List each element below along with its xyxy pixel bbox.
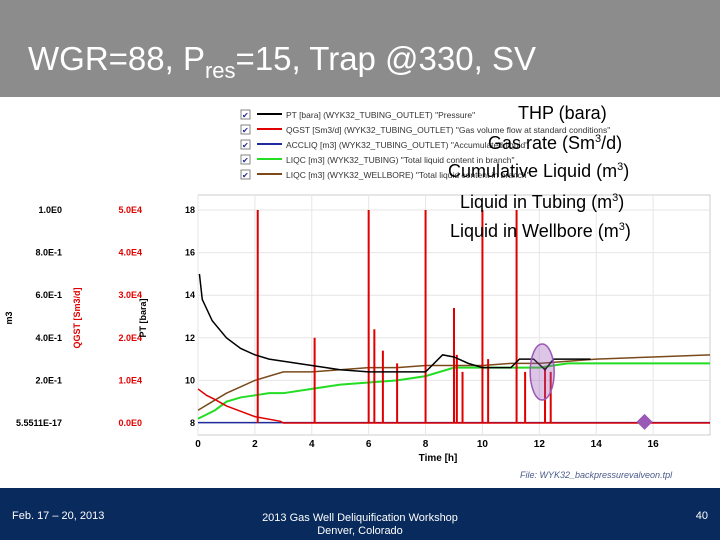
x-tick-label: 14: [591, 439, 603, 450]
footer-date: Feb. 17 – 20, 2013: [12, 510, 105, 522]
file-caption: File: WYK32_backpressurevalveon.tpl: [520, 470, 673, 480]
y-tick-label: 8: [190, 418, 195, 428]
y-tick-label: 1.0E0: [38, 205, 62, 215]
callout-liquid-tubing: Liquid in Tubing (m3): [460, 192, 625, 212]
legend-label: LIQC [m3] (WYK32_WELLBORE) "Total liquid…: [286, 170, 530, 180]
highlight-ellipse: [529, 343, 555, 401]
y-axis-label-m3: m3: [4, 311, 14, 324]
y-tick-label: 10: [185, 375, 195, 385]
y-tick-label: 12: [185, 333, 195, 343]
x-tick-label: 12: [534, 439, 546, 450]
x-tick-label: 2: [252, 439, 258, 450]
y-axis-label-qgst: QGST [Sm3/d]: [72, 287, 82, 348]
legend-checkbox: [240, 139, 251, 150]
slide-title: WGR=88, Pres=15, Trap @330, SV: [28, 40, 536, 83]
title-bar: WGR=88, Pres=15, Trap @330, SV: [0, 0, 720, 97]
chart: 5.5511E-17 2.0E-1 4.0E-1 6.0E-1 8.0E-1 1.0E0 m…: [4, 109, 711, 464]
y-tick-label: 16: [185, 248, 195, 258]
callout-liquid-wellbore: Liquid in Wellbore (m3): [450, 221, 631, 241]
legend-check-mark: ✔: [242, 156, 249, 165]
legend-label: PT [bara] (WYK32_TUBING_OUTLET) "Pressur…: [286, 110, 475, 120]
y-tick-label: 4.0E-1: [35, 333, 62, 343]
legend-checkbox: [240, 154, 251, 165]
y-tick-label: 5.5511E-17: [16, 418, 62, 428]
legend-checkbox: [240, 169, 251, 180]
x-tick-label: 8: [423, 439, 429, 450]
y-tick-label: 1.0E4: [118, 375, 142, 385]
footer-event-line2: Denver, Colorado: [317, 525, 403, 537]
y-axis-label-pt: PT [bara]: [138, 298, 148, 337]
callout-gas-rate: Gas rate (Sm3/d): [488, 133, 623, 153]
y-tick-label: 2.0E-1: [35, 375, 62, 385]
y-tick-label: 5.0E4: [118, 205, 142, 215]
legend-check-mark: ✔: [242, 126, 249, 135]
y-tick-label: 2.0E4: [118, 333, 142, 343]
legend-check-mark: ✔: [242, 141, 249, 150]
legend-check-mark: ✔: [242, 171, 249, 180]
y-tick-label: 0.0E0: [118, 418, 142, 428]
series-layer: [197, 210, 711, 430]
x-tick-label: 6: [366, 439, 372, 450]
x-tick-label: 4: [309, 439, 315, 450]
y-tick-label: 18: [185, 205, 195, 215]
y-tick-label: 3.0E4: [118, 290, 142, 300]
x-axis-label: Time [h]: [419, 453, 458, 464]
x-axis: 0 2 4 6 8 10 12 14 16 Time [h]: [195, 439, 659, 464]
callout-cumulative-liquid: Cumulative Liquid (m3): [448, 161, 630, 181]
x-tick-label: 10: [477, 439, 489, 450]
legend-checkbox: [240, 109, 251, 120]
callout-thp: THP (bara): [518, 103, 607, 123]
axis-qgst: 0.0E0 1.0E4 2.0E4 3.0E4 4.0E4 5.0E4 QGST [Sm3/…: [72, 205, 142, 428]
legend: ✔ PT [bara] (WYK32_TUBING_OUTLET) "Pressu…: [240, 109, 610, 180]
title-subscript: res: [204, 58, 236, 83]
x-tick-label: 16: [648, 439, 660, 450]
series-pt: [198, 273, 591, 373]
diamond-marker: [636, 413, 653, 430]
legend-checkbox: [240, 124, 251, 135]
legend-label: QGST [Sm3/d] (WYK32_TUBING_OUTLET) "Gas …: [286, 125, 610, 135]
page-number: 40: [695, 510, 708, 522]
x-tick-label: 0: [195, 439, 201, 450]
footer: Feb. 17 – 20, 2013 2013 Gas Well Deliqui…: [0, 488, 720, 540]
axis-m3: 5.5511E-17 2.0E-1 4.0E-1 6.0E-1 8.0E-1 1.0E0 m…: [4, 205, 62, 428]
y-tick-label: 6.0E-1: [35, 290, 62, 300]
y-tick-label: 4.0E4: [118, 248, 142, 258]
legend-check-mark: ✔: [242, 111, 249, 120]
axis-pt: 8 10 12 14 16 18 PT [bara]: [138, 205, 195, 428]
y-tick-label: 14: [185, 290, 195, 300]
legend-label: ACCLIQ [m3] (WYK32_TUBING_OUTLET) "Accum…: [286, 140, 528, 150]
footer-event-line1: 2013 Gas Well Deliquification Workshop: [262, 512, 458, 524]
footer-event: 2013 Gas Well Deliquification Workshop D…: [200, 512, 520, 538]
y-tick-label: 8.0E-1: [35, 248, 62, 258]
legend-label: LIQC [m3] (WYK32_TUBING) "Total liquid c…: [286, 155, 515, 165]
